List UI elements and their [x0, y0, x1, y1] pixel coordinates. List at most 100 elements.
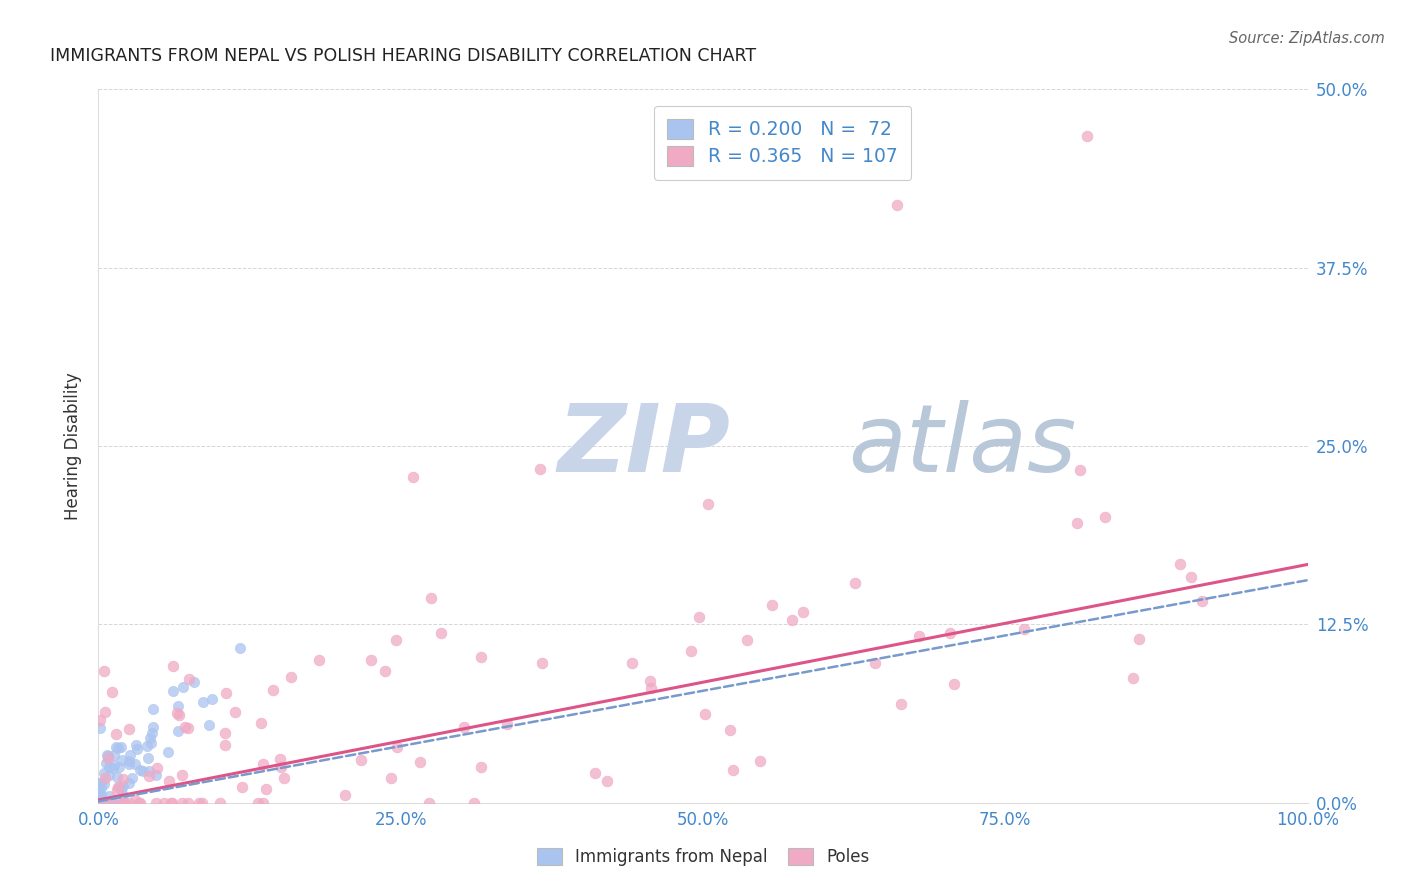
Point: [98, 789, 121, 803]
Point: [335, 788, 357, 802]
Text: ZIP: ZIP: [558, 400, 731, 492]
Point: [104, 739, 127, 754]
Point: [100, 796, 122, 810]
Point: [94, 756, 117, 770]
Point: [90, 796, 112, 810]
Point: [118, 754, 141, 768]
Point: [214, 726, 236, 740]
Point: [111, 796, 134, 810]
Point: [695, 706, 717, 721]
Point: [214, 686, 236, 700]
Point: [111, 753, 134, 767]
Point: [228, 641, 250, 656]
Point: [136, 739, 159, 753]
Point: [114, 796, 136, 810]
Point: [105, 727, 128, 741]
Point: [280, 669, 302, 683]
Point: [96, 747, 118, 762]
Point: [1069, 463, 1091, 477]
Point: [111, 796, 134, 810]
Point: [262, 683, 284, 698]
Point: [97, 768, 120, 782]
Point: [620, 656, 643, 670]
Point: [531, 656, 554, 670]
Point: [250, 716, 273, 731]
Point: [583, 765, 606, 780]
Point: [430, 625, 453, 640]
Point: [191, 695, 214, 709]
Point: [89, 776, 111, 790]
Point: [93, 776, 115, 790]
Point: [141, 736, 163, 750]
Point: [90, 776, 112, 790]
Point: [91, 796, 114, 810]
Point: [94, 796, 117, 810]
Point: [761, 599, 783, 613]
Point: [1180, 570, 1202, 584]
Point: [172, 680, 194, 694]
Point: [96, 796, 118, 810]
Point: [118, 796, 141, 810]
Point: [681, 644, 703, 658]
Point: [145, 796, 167, 810]
Point: [453, 720, 475, 734]
Point: [101, 796, 124, 810]
Point: [385, 633, 408, 648]
Point: [863, 656, 886, 670]
Point: [179, 672, 201, 686]
Point: [118, 748, 141, 763]
Point: [129, 763, 152, 777]
Point: [844, 575, 866, 590]
Point: [87, 796, 110, 810]
Point: [94, 796, 117, 810]
Point: [177, 796, 200, 810]
Point: [224, 705, 246, 719]
Point: [111, 779, 134, 793]
Point: [197, 718, 219, 732]
Point: [360, 653, 382, 667]
Point: [107, 780, 129, 794]
Point: [117, 722, 139, 736]
Point: [93, 664, 115, 678]
Point: [1168, 557, 1191, 571]
Point: [939, 626, 962, 640]
Point: [93, 705, 115, 719]
Point: [409, 755, 432, 769]
Point: [103, 748, 125, 763]
Point: [470, 649, 492, 664]
Point: [463, 796, 485, 810]
Point: [105, 782, 128, 797]
Point: [640, 681, 662, 695]
Point: [1094, 510, 1116, 524]
Legend: Immigrants from Nepal, Poles: Immigrants from Nepal, Poles: [530, 841, 876, 873]
Point: [118, 776, 141, 790]
Point: [156, 745, 179, 759]
Point: [110, 739, 132, 754]
Point: [380, 771, 402, 785]
Point: [723, 763, 745, 777]
Point: [98, 760, 121, 774]
Point: [97, 748, 120, 763]
Point: [252, 796, 274, 810]
Point: [142, 720, 165, 734]
Point: [792, 605, 814, 619]
Point: [1128, 632, 1150, 647]
Point: [136, 751, 159, 765]
Point: [1076, 128, 1098, 143]
Text: IMMIGRANTS FROM NEPAL VS POLISH HEARING DISABILITY CORRELATION CHART: IMMIGRANTS FROM NEPAL VS POLISH HEARING …: [51, 47, 756, 65]
Point: [209, 796, 232, 810]
Point: [89, 789, 111, 803]
Point: [908, 629, 931, 643]
Point: [107, 780, 129, 795]
Point: [254, 782, 277, 797]
Text: atlas: atlas: [848, 401, 1077, 491]
Point: [128, 796, 150, 810]
Point: [596, 774, 619, 789]
Point: [112, 772, 135, 786]
Point: [201, 691, 224, 706]
Point: [90, 792, 112, 806]
Point: [87, 796, 110, 810]
Point: [177, 721, 200, 735]
Point: [162, 796, 184, 810]
Point: [160, 796, 183, 810]
